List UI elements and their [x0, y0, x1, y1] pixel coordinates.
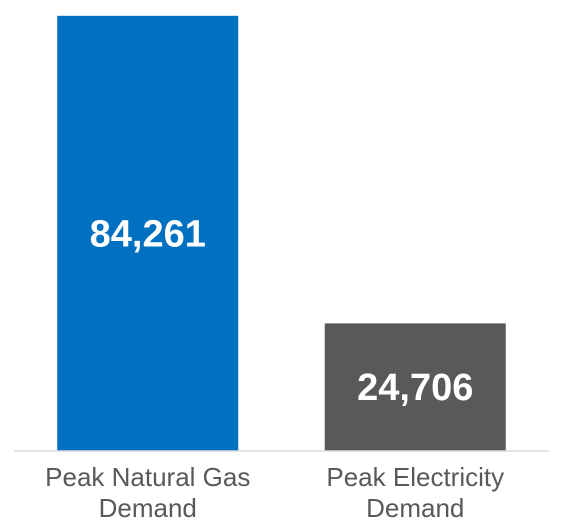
data-label-1: 84,261: [90, 213, 206, 255]
bar-1: [57, 15, 239, 452]
category-label-2-line-2: Demand: [366, 493, 464, 523]
category-label-1-line-2: Demand: [99, 493, 197, 523]
category-label-2-line-1: Peak Electricity: [326, 462, 504, 492]
data-label-2: 24,706: [357, 367, 473, 409]
category-label-1-line-1: Peak Natural Gas: [45, 462, 250, 492]
bar-2: [324, 323, 506, 451]
bars-group: 84,261 24,706: [57, 15, 506, 452]
